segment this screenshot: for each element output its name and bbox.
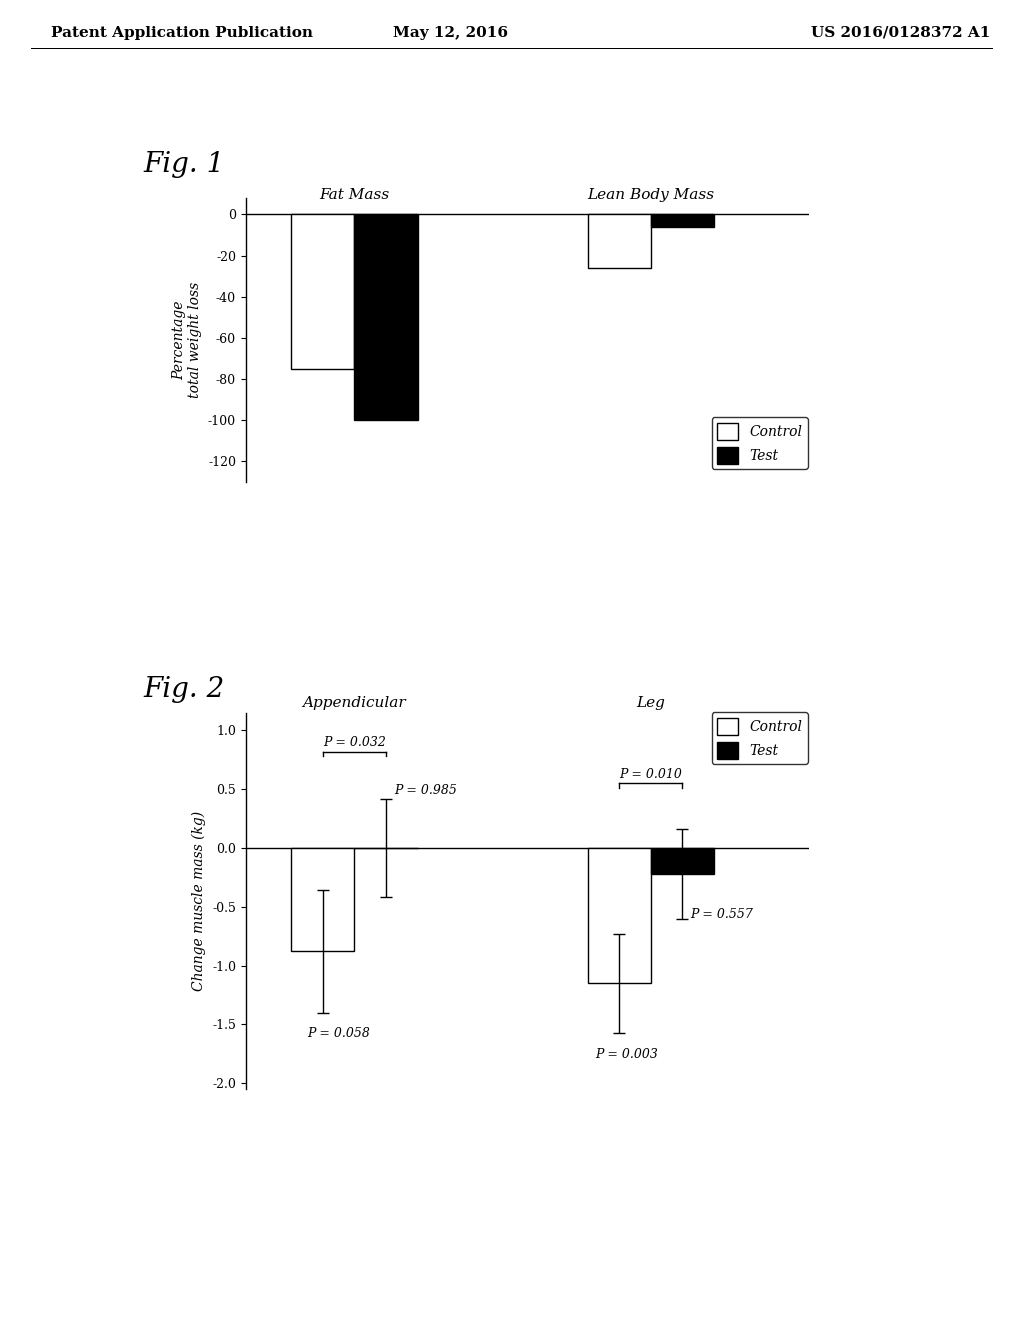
Y-axis label: Change muscle mass (kg): Change muscle mass (kg): [193, 810, 207, 991]
Text: Lean Body Mass: Lean Body Mass: [588, 189, 715, 202]
Text: May 12, 2016: May 12, 2016: [393, 26, 508, 40]
Text: Appendicular: Appendicular: [303, 697, 407, 710]
Text: US 2016/0128372 A1: US 2016/0128372 A1: [811, 26, 991, 40]
Bar: [354, 214, 418, 420]
Text: P = 0.010: P = 0.010: [620, 768, 682, 781]
Text: P = 0.058: P = 0.058: [307, 1027, 370, 1040]
Text: Leg: Leg: [637, 697, 666, 710]
Text: P = 0.032: P = 0.032: [323, 737, 386, 750]
Bar: [588, 214, 651, 268]
Y-axis label: Percentage
total weight loss: Percentage total weight loss: [172, 281, 203, 399]
Text: P = 0.985: P = 0.985: [394, 784, 457, 797]
Legend: Control, Test: Control, Test: [712, 713, 808, 764]
Text: P = 0.003: P = 0.003: [596, 1048, 658, 1061]
Bar: [651, 847, 714, 874]
Bar: [651, 214, 714, 227]
Text: Fig. 1: Fig. 1: [143, 152, 224, 178]
Text: Patent Application Publication: Patent Application Publication: [51, 26, 313, 40]
Text: P = 0.557: P = 0.557: [690, 908, 754, 921]
Bar: [588, 847, 651, 983]
Text: Fat Mass: Fat Mass: [319, 189, 389, 202]
Legend: Control, Test: Control, Test: [712, 417, 808, 469]
Bar: [291, 214, 354, 368]
Text: Fig. 2: Fig. 2: [143, 676, 224, 702]
Bar: [291, 847, 354, 952]
